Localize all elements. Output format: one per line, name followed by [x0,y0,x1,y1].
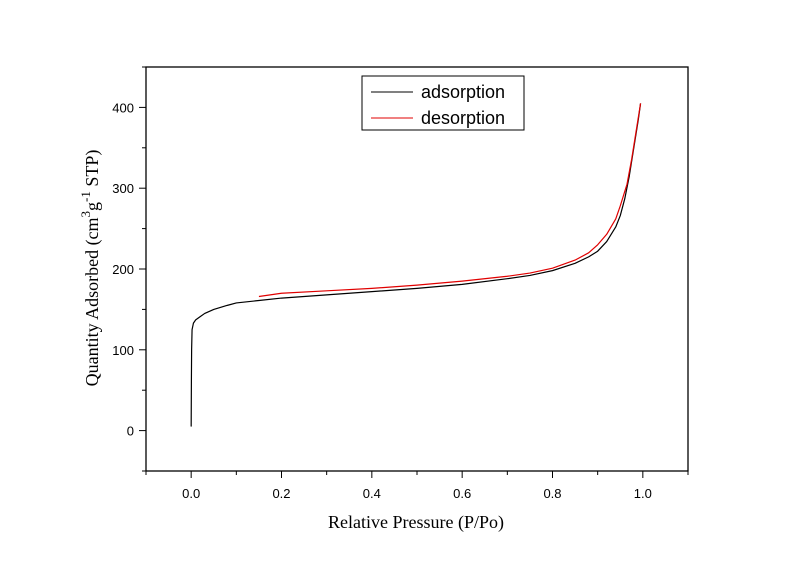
y-axis-title-mid: g [82,202,102,211]
x-tick-label: 0.8 [543,486,561,501]
x-tick-label: 1.0 [634,486,652,501]
legend-label-adsorption: adsorption [421,82,505,102]
x-tick-label: 0.4 [363,486,381,501]
y-tick-label: 300 [112,181,134,196]
x-tick-label: 0.2 [272,486,290,501]
y-tick-label: 400 [112,100,134,115]
legend-label-desorption: desorption [421,108,505,128]
x-tick-label: 0.6 [453,486,471,501]
y-tick-label: 100 [112,343,134,358]
legend-box [361,75,525,131]
y-axis-title-sup2: -1 [78,191,93,202]
x-tick-label: 0.0 [182,486,200,501]
plot-area [145,66,689,472]
y-axis-title-base: Quantity Adsorbed (cm [82,217,103,386]
y-tick-label: 200 [112,262,134,277]
y-tick-label: 0 [127,424,134,439]
legend: adsorption desorption [361,75,525,131]
y-axis-title-sup1: 3 [78,211,93,218]
series-layer [190,103,642,427]
x-axis-title: Relative Pressure (P/Po) [328,512,504,533]
y-axis-title-end: STP) [82,150,103,192]
y-axis: 0 100 200 300 400 [112,66,146,472]
x-axis: 0.0 0.2 0.4 0.6 0.8 1.0 [145,471,689,501]
y-axis-title: Quantity Adsorbed (cm3g-1 STP) [78,150,103,387]
series-line-desorption [258,103,642,298]
series-line-adsorption [190,103,642,427]
